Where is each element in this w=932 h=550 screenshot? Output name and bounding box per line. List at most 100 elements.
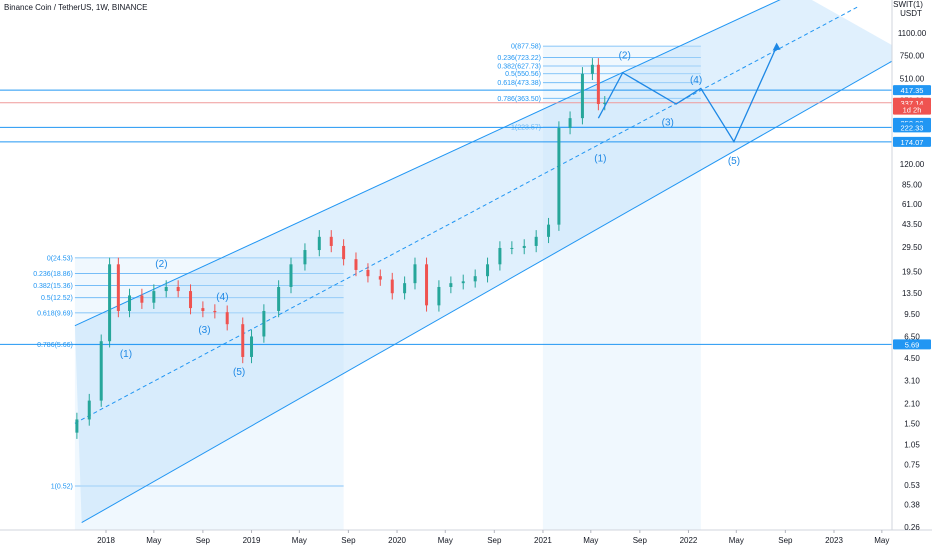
wave-label-projection: (2)	[619, 51, 631, 62]
candle	[289, 264, 293, 287]
y-tick-label: 1.05	[904, 440, 920, 449]
price-tag-label: 174.07	[901, 138, 924, 147]
candle	[390, 279, 394, 294]
chart-title: Binance Coin / TetherUS, 1W, BINANCE	[4, 3, 148, 12]
wave-labels-layer: (1) (2) (3) (4) (5) (1) (2) (3) (4) (5)	[120, 42, 781, 378]
projection-arrow-head	[772, 42, 781, 51]
y-tick-label: 9.50	[904, 310, 920, 319]
fib-2018-level-label: 0.5(12.52)	[41, 295, 73, 302]
candle	[140, 295, 144, 303]
y-tick-label: 4.50	[904, 354, 920, 363]
candle	[75, 419, 79, 433]
fib-2021-level-label: 0.786(363.50)	[497, 96, 541, 103]
x-tick-label: 2020	[388, 536, 406, 545]
wave-label-projection: (1)	[594, 153, 606, 164]
projection-path	[597, 46, 778, 143]
wave-label-2018: (5)	[233, 367, 245, 378]
candle	[557, 128, 561, 225]
x-tick-label: May	[292, 536, 307, 545]
candle	[152, 291, 156, 303]
channel-mid-line	[74, 6, 858, 424]
candle	[176, 286, 180, 292]
price-tag-label: 337.14	[901, 99, 924, 108]
candle	[590, 64, 594, 74]
candle	[108, 264, 112, 342]
candle	[449, 283, 453, 287]
y-tick-label: 13.50	[902, 289, 923, 298]
wave-label-2018: (4)	[216, 292, 228, 303]
x-tick-label: 2019	[243, 536, 261, 545]
price-tag-label: 222.33	[901, 123, 924, 132]
candle	[596, 64, 600, 105]
channel-upper-line	[74, 0, 781, 327]
fib-2018-level-label: 0.786(5.66)	[37, 342, 73, 349]
candle	[250, 336, 254, 357]
candle	[366, 269, 370, 277]
candle	[498, 247, 502, 265]
x-tick-label: Sep	[341, 536, 356, 545]
candle	[473, 276, 477, 282]
y-tick-label: 43.50	[902, 220, 923, 229]
y-tick-label: 29.50	[902, 243, 923, 252]
y-tick-label: 19.50	[902, 267, 923, 276]
fib-2018-level-label: 0(24.53)	[47, 255, 73, 262]
y-tick-label: 0.75	[904, 460, 920, 469]
candle	[580, 73, 584, 119]
y-tick-label: 6.50	[904, 332, 920, 341]
channel-layer	[74, 0, 907, 524]
candle	[116, 264, 120, 311]
channel-fill	[74, 0, 907, 523]
candle	[413, 264, 417, 284]
wave-label-projection: (3)	[662, 117, 674, 128]
fib-2018-level-label: 1(0.52)	[51, 483, 73, 490]
candle	[378, 276, 382, 280]
wave-label-2018: (1)	[120, 349, 132, 360]
fib-2021-level-label: 0.236(723.22)	[497, 55, 541, 62]
candle	[213, 310, 217, 313]
fib-2018-level-label: 0.618(9.69)	[37, 310, 73, 317]
wave-label-2018: (3)	[198, 325, 210, 336]
y-axis-top-label: SWIT(1)	[893, 0, 923, 9]
y-tick-label: 750.00	[900, 51, 925, 60]
price-tag	[893, 122, 931, 133]
y-tick-label: 1.50	[904, 419, 920, 428]
y-tick-label: 0.53	[904, 481, 920, 490]
candle	[354, 259, 358, 270]
candle	[534, 236, 538, 246]
price-tag-label: 5.69	[905, 340, 920, 349]
fib-2021-level-label: 0.618(473.38)	[497, 80, 541, 87]
candle	[189, 291, 193, 309]
x-tick-label: Sep	[487, 536, 502, 545]
candle	[87, 400, 91, 420]
fib-2021-level-label: 1(223.57)	[511, 125, 541, 132]
candle	[317, 236, 321, 251]
x-tick-label: Sep	[196, 536, 211, 545]
x-tick-label: May	[146, 536, 161, 545]
candle	[277, 286, 281, 311]
candle	[99, 341, 103, 401]
y-tick-label: 510.00	[900, 74, 925, 83]
channel-lower-line	[81, 52, 907, 524]
candle	[403, 283, 407, 294]
wave-label-projection: (5)	[728, 156, 740, 167]
candle	[241, 324, 245, 357]
horizontal-lines-layer	[0, 89, 892, 345]
y-tick-label: 61.00	[902, 200, 923, 209]
fib-2021-level-label: 0(877.58)	[511, 44, 541, 51]
y-tick-label: 1100.00	[898, 29, 927, 38]
x-tick-label: May	[438, 536, 453, 545]
candle	[303, 250, 307, 265]
x-axis-background	[0, 530, 932, 550]
y-tick-label: 2.10	[904, 399, 920, 408]
x-tick-label: Sep	[778, 536, 793, 545]
candle	[547, 224, 551, 237]
fib-2021-level-label: 0.382(627.73)	[497, 63, 541, 70]
candle	[201, 308, 205, 311]
price-tag	[893, 85, 931, 96]
candle	[262, 310, 266, 337]
candle	[225, 312, 229, 325]
x-tick-label: Sep	[633, 536, 648, 545]
x-tick-label: 2021	[534, 536, 552, 545]
candle	[568, 118, 572, 129]
